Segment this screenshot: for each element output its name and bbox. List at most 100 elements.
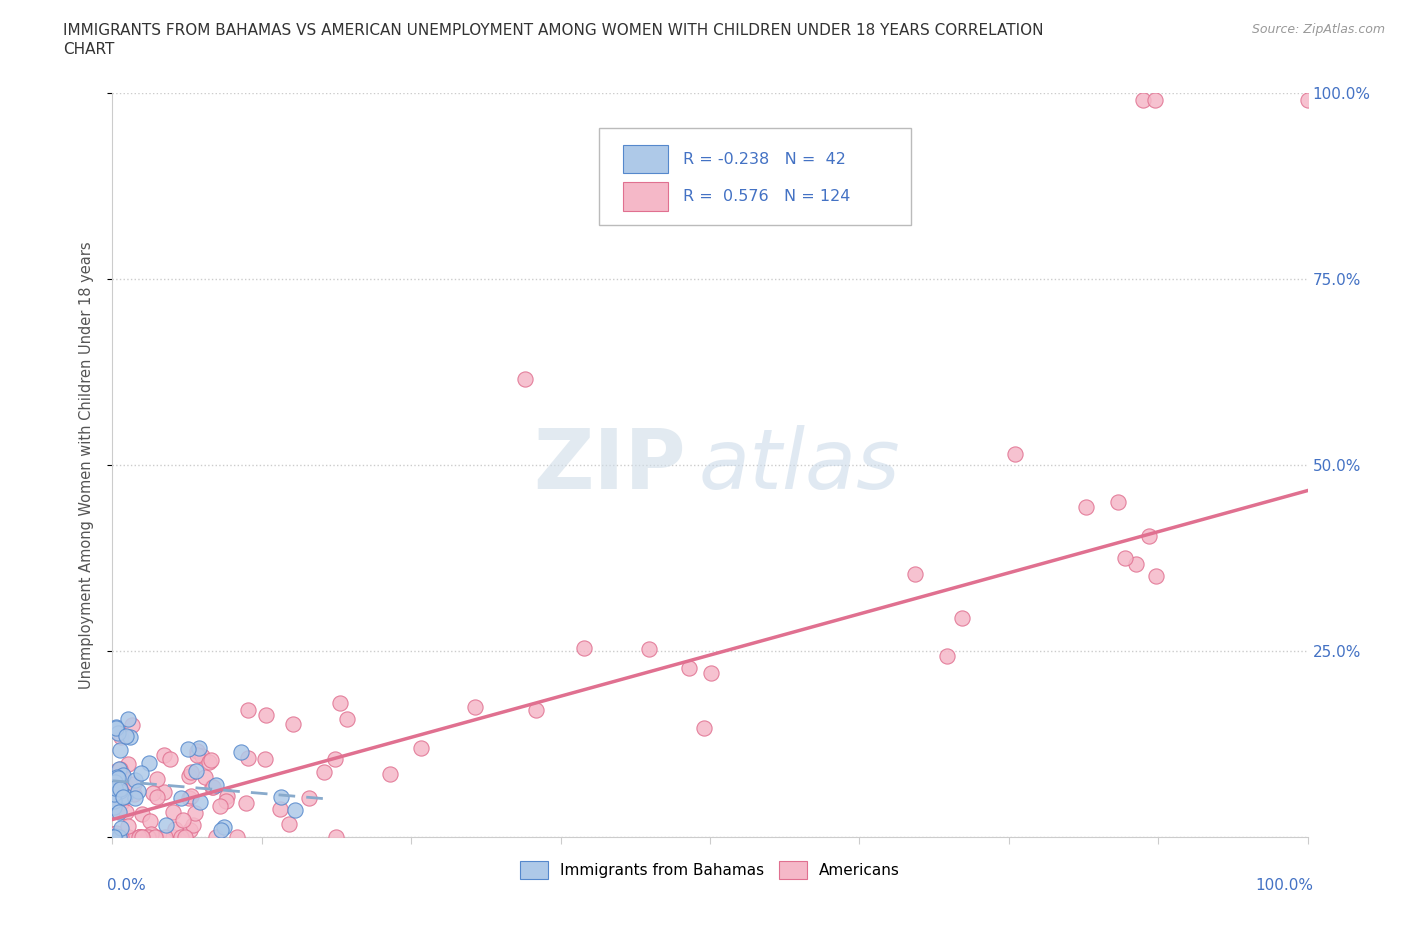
Point [107,770,129,785]
Point [177,769,200,784]
Point [114,728,136,743]
Point [136,830,159,844]
Point [1125,557,1147,572]
Point [205,830,228,844]
Point [380,766,402,781]
Point [110,821,132,836]
Point [132,830,155,844]
Text: ZIP: ZIP [534,424,686,506]
Legend: Immigrants from Bahamas, Americans: Immigrants from Bahamas, Americans [515,856,905,885]
Point [145,830,167,844]
Point [104,829,127,844]
Point [200,752,222,767]
Point [270,790,292,804]
Point [128,830,150,844]
Point [108,769,131,784]
Point [155,818,177,833]
Point [205,777,228,792]
Point [110,762,132,777]
Point [186,764,208,778]
Point [117,818,139,833]
Text: IMMIGRANTS FROM BAHAMAS VS AMERICAN UNEMPLOYMENT AMONG WOMEN WITH CHILDREN UNDER: IMMIGRANTS FROM BAHAMAS VS AMERICAN UNEM… [63,23,1043,38]
Point [184,805,207,820]
Point [298,790,321,805]
Point [103,801,125,816]
Point [108,830,131,844]
Point [209,823,232,838]
Point [129,830,152,844]
Point [121,718,143,733]
Text: CHART: CHART [63,42,115,57]
Point [112,790,135,804]
FancyBboxPatch shape [599,128,911,225]
Point [114,830,136,844]
Point [174,830,197,844]
Point [179,822,201,837]
Point [190,749,212,764]
Bar [623,145,668,173]
Point [117,830,139,844]
Point [181,817,204,832]
Bar [623,182,668,210]
Point [162,830,184,844]
Point [105,720,128,735]
Point [108,830,131,844]
Point [110,788,132,803]
Point [936,648,959,663]
Point [142,786,165,801]
Text: 0.0%: 0.0% [107,878,145,893]
Point [180,764,202,779]
Point [108,761,131,776]
Point [103,827,125,842]
Point [904,566,927,581]
Point [197,754,219,769]
Point [129,765,152,780]
Point [700,665,723,680]
Point [201,780,224,795]
Point [117,712,139,727]
Point [139,826,162,841]
Point [103,830,125,844]
Point [325,830,347,844]
Point [112,767,135,782]
Point [104,830,127,844]
Point [117,756,139,771]
Point [572,641,595,656]
Point [194,769,217,784]
Point [131,806,153,821]
Point [108,781,131,796]
Point [103,830,125,844]
Point [513,372,536,387]
Point [678,661,700,676]
Point [1074,499,1097,514]
Point [269,802,291,817]
Point [1132,93,1154,108]
Y-axis label: Unemployment Among Women with Children Under 18 years: Unemployment Among Women with Children U… [79,241,94,689]
Point [146,772,169,787]
Point [105,770,128,785]
Point [212,819,235,834]
Point [124,773,146,788]
Point [323,751,346,766]
Point [217,789,239,804]
Point [117,830,139,844]
Point [122,777,145,791]
Point [188,794,211,809]
Point [128,830,150,844]
Point [103,830,125,844]
Point [110,830,132,844]
Point [1144,569,1167,584]
Text: atlas: atlas [699,424,900,506]
Point [336,711,359,726]
Point [103,800,125,815]
Point [103,830,125,844]
Point [153,785,176,800]
Point [229,745,252,760]
Point [329,696,352,711]
Point [693,721,716,736]
Point [159,751,181,766]
Point [1107,495,1129,510]
Point [1296,93,1319,108]
Point [138,830,160,844]
Point [104,830,127,844]
